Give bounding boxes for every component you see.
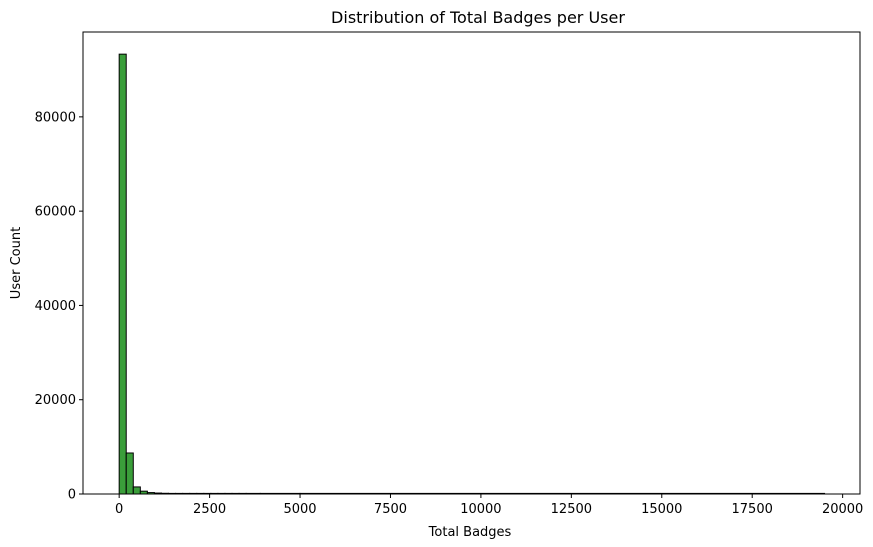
y-axis: 0 20000 40000 60000 80000 (35, 110, 83, 503)
x-tick-label: 2500 (193, 502, 226, 517)
chart-title: Distribution of Total Badges per User (331, 8, 625, 27)
plot-area-frame (82, 31, 861, 495)
histogram-bar-0 (118, 53, 127, 495)
x-tick-label: 15000 (641, 502, 682, 517)
x-tick-label: 5000 (283, 502, 316, 517)
x-tick-label: 0 (115, 502, 123, 517)
y-tick-label: 40000 (35, 299, 76, 314)
x-tick-label: 20000 (822, 502, 863, 517)
x-tick-label: 12500 (551, 502, 592, 517)
x-tick-label: 10000 (460, 502, 501, 517)
y-tick-label: 60000 (35, 205, 76, 220)
x-axis: 0 2500 5000 7500 10000 12500 15000 17500 20000 (115, 494, 863, 517)
x-tick-label: 17500 (732, 502, 773, 517)
histogram-bar-1 (125, 452, 134, 495)
y-tick-label: 20000 (35, 393, 76, 408)
x-axis-label: Total Badges (428, 525, 512, 540)
y-tick-label: 0 (68, 488, 76, 503)
y-tick-label: 80000 (35, 110, 76, 125)
y-axis-label: User Count (9, 227, 24, 299)
x-tick-label: 7500 (374, 502, 407, 517)
histogram-bar-2 (132, 486, 141, 495)
histogram-bars (118, 53, 826, 495)
